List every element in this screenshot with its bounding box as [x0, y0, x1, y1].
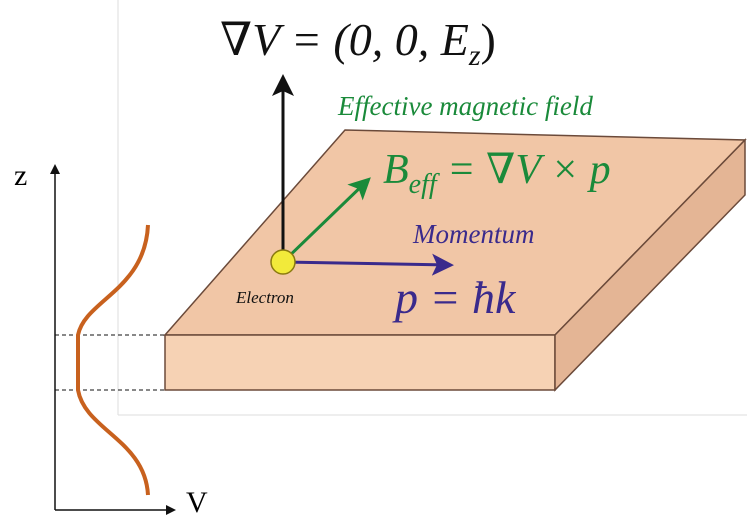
momentum-formula: p = ħk [392, 272, 517, 323]
field-label: Effective magnetic field [337, 91, 593, 121]
diagram: z V ∇V = (0, 0, Ez) Effective magnetic f… [0, 0, 747, 519]
electron-label: Electron [235, 288, 294, 307]
axis-label: V [186, 486, 208, 519]
potential-curve [78, 225, 148, 495]
slab-front [165, 335, 555, 390]
momentum-label: Momentum [412, 219, 534, 249]
gradient-formula: ∇V = (0, 0, Ez) [220, 14, 496, 72]
electron [271, 250, 295, 274]
axis-label: z [14, 159, 27, 192]
